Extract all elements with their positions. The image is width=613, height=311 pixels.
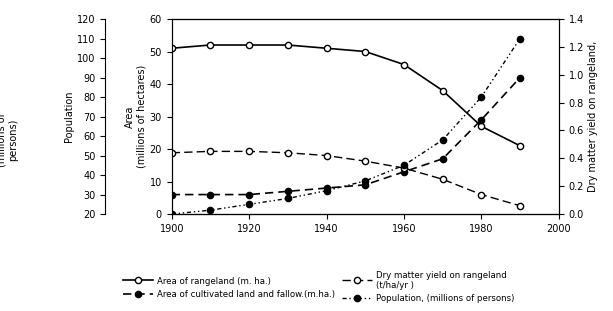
Dry matter yield on rangeland
(t/ha/yr ) [439, 177, 446, 181]
Area of rangeland (m. ha.) [207, 43, 214, 47]
Dry matter yield on rangeland
(t/ha/yr ) [168, 151, 175, 155]
Y-axis label: Population: Population [64, 91, 74, 142]
Population, (millions of persons) [362, 179, 369, 183]
Line: Area of cultivated land and fallow.(m.ha.): Area of cultivated land and fallow.(m.ha… [169, 74, 523, 198]
Area of rangeland (m. ha.) [245, 43, 253, 47]
Text: (millions of
persons): (millions of persons) [0, 113, 18, 167]
Dry matter yield on rangeland
(t/ha/yr ) [284, 151, 292, 155]
Area of cultivated land and fallow.(m.ha.) [284, 189, 292, 193]
Area of cultivated land and fallow.(m.ha.) [478, 118, 485, 122]
Area of rangeland (m. ha.) [439, 89, 446, 92]
Line: Population, (millions of persons): Population, (millions of persons) [169, 35, 523, 217]
Area of rangeland (m. ha.) [362, 50, 369, 53]
Area of cultivated land and fallow.(m.ha.) [516, 76, 524, 79]
Area of rangeland (m. ha.) [400, 63, 408, 66]
Area of cultivated land and fallow.(m.ha.) [207, 193, 214, 197]
Area of cultivated land and fallow.(m.ha.) [245, 193, 253, 197]
Area of cultivated land and fallow.(m.ha.) [168, 193, 175, 197]
Line: Dry matter yield on rangeland
(t/ha/yr ): Dry matter yield on rangeland (t/ha/yr ) [169, 148, 523, 209]
Population, (millions of persons) [207, 208, 214, 212]
Population, (millions of persons) [400, 164, 408, 167]
Dry matter yield on rangeland
(t/ha/yr ) [478, 193, 485, 197]
Population, (millions of persons) [284, 197, 292, 200]
Area of rangeland (m. ha.) [478, 124, 485, 128]
Area of cultivated land and fallow.(m.ha.) [323, 186, 330, 190]
Population, (millions of persons) [439, 138, 446, 142]
Area of rangeland (m. ha.) [323, 46, 330, 50]
Area of cultivated land and fallow.(m.ha.) [362, 183, 369, 187]
Line: Area of rangeland (m. ha.): Area of rangeland (m. ha.) [169, 42, 523, 149]
Dry matter yield on rangeland
(t/ha/yr ) [516, 204, 524, 207]
Population, (millions of persons) [245, 202, 253, 206]
Population, (millions of persons) [478, 95, 485, 99]
Y-axis label: Area
(millions of hectares): Area (millions of hectares) [125, 65, 147, 168]
Y-axis label: Dry matter yield on rangeland,: Dry matter yield on rangeland, [588, 41, 598, 192]
Population, (millions of persons) [168, 212, 175, 216]
Legend: Area of rangeland (m. ha.), Area of cultivated land and fallow.(m.ha.), Dry matt: Area of rangeland (m. ha.), Area of cult… [120, 267, 518, 307]
Area of rangeland (m. ha.) [516, 144, 524, 148]
Area of rangeland (m. ha.) [168, 46, 175, 50]
Dry matter yield on rangeland
(t/ha/yr ) [207, 150, 214, 153]
Dry matter yield on rangeland
(t/ha/yr ) [400, 166, 408, 170]
Dry matter yield on rangeland
(t/ha/yr ) [323, 154, 330, 157]
Area of rangeland (m. ha.) [284, 43, 292, 47]
Population, (millions of persons) [323, 189, 330, 193]
Dry matter yield on rangeland
(t/ha/yr ) [245, 150, 253, 153]
Area of cultivated land and fallow.(m.ha.) [400, 170, 408, 174]
Population, (millions of persons) [516, 37, 524, 40]
Area of cultivated land and fallow.(m.ha.) [439, 157, 446, 161]
Dry matter yield on rangeland
(t/ha/yr ) [362, 159, 369, 163]
